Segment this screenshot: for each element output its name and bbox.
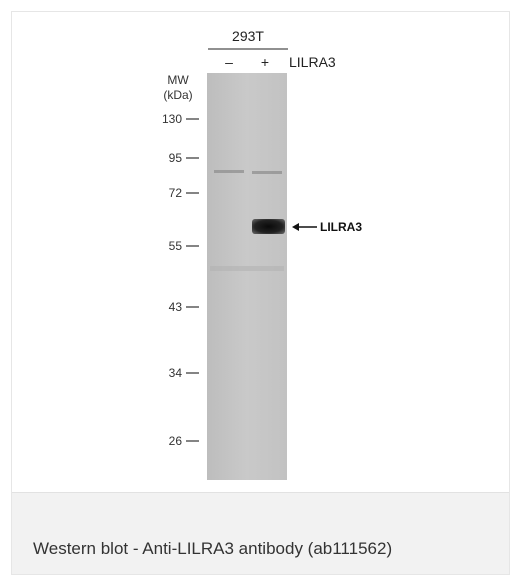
mw-title-line-1: MW [167, 73, 189, 87]
mw-marker-label: 72 [169, 186, 183, 200]
mw-marker-label: 43 [169, 300, 183, 314]
mw-marker-label: 34 [169, 366, 183, 380]
mw-marker-55: 55 [169, 239, 199, 253]
lilra3-band [252, 219, 285, 234]
mw-marker-95: 95 [169, 151, 199, 165]
mw-title-line-2: (kDa) [163, 88, 192, 102]
faint-smear-50 [210, 266, 284, 271]
western-blot-figure: 293T – + LILRA3 MW (kDa) 130 95 72 55 [12, 12, 509, 492]
faint-band-lane-2 [252, 171, 282, 174]
treatment-label: LILRA3 [289, 54, 336, 70]
cell-line-label: 293T [232, 28, 264, 44]
band-annotation-label: LILRA3 [320, 220, 362, 234]
figure-card: 293T – + LILRA3 MW (kDa) 130 95 72 55 [11, 11, 510, 575]
mw-marker-26: 26 [169, 434, 199, 448]
mw-marker-72: 72 [169, 186, 199, 200]
arrowhead-icon [292, 223, 299, 231]
caption-bar: Western blot - Anti-LILRA3 antibody (ab1… [12, 492, 509, 574]
mw-marker-label: 95 [169, 151, 183, 165]
figure-caption: Western blot - Anti-LILRA3 antibody (ab1… [33, 539, 393, 558]
lane-2-label: + [261, 54, 269, 70]
mw-marker-label: 130 [162, 112, 182, 126]
mw-marker-43: 43 [169, 300, 199, 314]
mw-marker-label: 26 [169, 434, 183, 448]
western-blot-image: 293T – + LILRA3 MW (kDa) 130 95 72 55 [162, 28, 362, 480]
mw-marker-130: 130 [162, 112, 199, 126]
mw-marker-label: 55 [169, 239, 183, 253]
blot-membrane [207, 73, 287, 480]
mw-marker-34: 34 [169, 366, 199, 380]
lane-1-label: – [225, 54, 233, 70]
band-annotation: LILRA3 [292, 220, 362, 234]
faint-band-lane-1 [214, 170, 244, 173]
